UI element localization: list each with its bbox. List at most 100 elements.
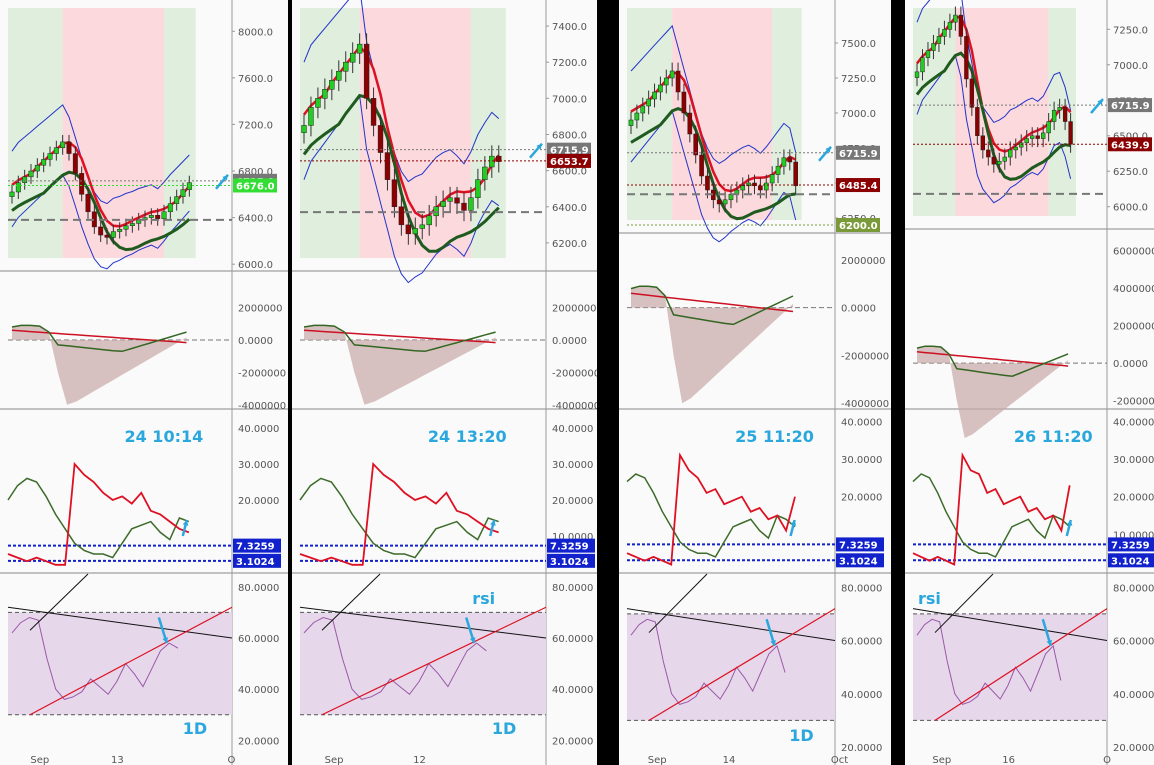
price-badge-label: 6200.0	[839, 221, 878, 232]
candle-body	[1046, 121, 1051, 134]
candle-body	[454, 197, 460, 204]
x-tick-label: Sep	[648, 755, 667, 765]
candle-body	[15, 182, 21, 193]
price-tick-label: 7500.0	[841, 39, 876, 50]
adx-badge	[836, 537, 884, 552]
timestamp-annotation: 26 11:20	[1014, 427, 1093, 446]
adx-tick-label: 30.0000	[238, 460, 279, 471]
rsi-tick-label: 40.0000	[841, 690, 882, 701]
adx-badge-label: 7.3259	[839, 540, 878, 551]
price-tick-label: 8000.0	[238, 27, 273, 38]
rsi-tick-label: 80.0000	[841, 583, 882, 594]
candle-body	[440, 201, 446, 208]
price-badge	[836, 218, 880, 232]
candle-body	[1013, 146, 1018, 151]
candle-body	[167, 203, 173, 213]
candle-body	[646, 98, 651, 107]
candle-body	[370, 98, 377, 126]
rsi-tick-label: 60.0000	[552, 634, 593, 645]
rsi-support-trendline	[934, 608, 1108, 721]
rsi-tick-label: 20.0000	[552, 736, 593, 747]
candle-body	[728, 193, 734, 201]
rsi-resistance-trendline	[626, 608, 836, 642]
chart-svg: 6000.06250.06500.06750.07000.07250.06715…	[905, 0, 1154, 765]
candle-body	[180, 189, 186, 197]
candle-body	[363, 43, 370, 99]
macd-tick-label: -4000000	[841, 399, 889, 410]
x-tick-label: Sep	[325, 755, 344, 765]
timeframe-label: 1D	[183, 719, 207, 738]
price-badge-label: 6653.7	[550, 157, 589, 168]
price-badge	[1108, 98, 1152, 113]
candle-body	[628, 119, 634, 126]
candle-body	[716, 199, 722, 205]
candle-body	[1008, 149, 1013, 158]
candle-body	[22, 176, 28, 183]
price-tick-label: 7600.0	[238, 74, 273, 85]
candle-body	[447, 197, 453, 202]
envelope-line	[630, 109, 797, 243]
candle-body	[958, 14, 964, 37]
chart-panel-2: 6200.0 6400.0 6600.0 6800.0 7000.0 7200.0 7400…	[292, 0, 597, 765]
rsi-label: rsi	[918, 589, 941, 608]
candle-body	[117, 228, 123, 232]
rsi-old-trendline	[934, 573, 994, 633]
macd-tick-label: 2000000	[552, 304, 597, 315]
candle-body	[79, 173, 85, 195]
candle-body	[705, 175, 710, 191]
annotation-arrowhead	[490, 520, 496, 526]
candle-body	[322, 89, 328, 99]
adx-tick-label: 30.0000	[552, 460, 593, 471]
price-tick-label: 6000.0	[1113, 203, 1148, 214]
macd-tick-label: -4000000	[552, 401, 597, 412]
rsi-resistance-trendline	[912, 608, 1108, 642]
macd-line	[916, 345, 1069, 377]
adx-tick-label: 20.0000	[238, 496, 279, 507]
price-badge-label: 6676.0	[236, 181, 275, 192]
candle-body	[758, 185, 763, 191]
macd-tick-label: 0.0000	[1113, 359, 1148, 370]
price-tick-label: 6800.0	[552, 130, 587, 141]
rsi-tick-label: 20.0000	[1113, 743, 1154, 754]
chart-svg: 6200.0 6400.0 6600.0 6800.0 7000.0 7200.0 7400…	[292, 0, 597, 765]
di-plus-line	[912, 452, 1071, 566]
adx-badge-label: 3.1024	[236, 557, 275, 568]
candle-body	[110, 231, 116, 238]
candle-body	[975, 107, 980, 136]
candle-body	[41, 159, 47, 166]
adx-tick-label: 20.0000	[552, 496, 593, 507]
candle-body	[148, 215, 154, 218]
candle-body	[1040, 132, 1046, 139]
adx-badge-label: 7.3259	[550, 542, 589, 553]
di-minus-line	[626, 473, 796, 558]
candle-body	[914, 71, 920, 78]
candle-body	[1057, 107, 1062, 111]
price-tick-label: 6500.0	[1113, 132, 1148, 143]
rsi-line	[916, 618, 1062, 705]
bull-zone-recent	[772, 8, 802, 220]
bear-zone	[62, 8, 165, 258]
price-tick-label: 7250.0	[1113, 25, 1148, 36]
candle-body	[174, 196, 180, 204]
candle-body	[356, 43, 363, 54]
annotation-arrowhead	[1066, 520, 1073, 526]
rsi-old-trendline	[29, 573, 89, 631]
adx-badge-label: 3.1024	[839, 556, 878, 567]
adx-badge	[233, 538, 281, 553]
x-tick-label: Sep	[30, 755, 49, 765]
candle-body	[60, 141, 66, 148]
candle-body	[687, 112, 693, 135]
envelope-line	[916, 0, 1072, 124]
macd-tick-label: -2000000	[1113, 397, 1154, 408]
di-minus-line	[299, 477, 499, 559]
candle-body	[329, 80, 335, 90]
candle-body	[72, 153, 78, 174]
timestamp-annotation: 25 11:20	[735, 427, 814, 446]
macd-tick-label: 2000000	[841, 256, 886, 267]
candle-body	[634, 112, 640, 121]
adx-badge	[547, 538, 595, 553]
rsi-tick-label: 20.0000	[238, 736, 279, 747]
candle-body	[763, 182, 769, 191]
timestamp-annotation: 24 13:20	[428, 427, 507, 446]
adx-badge-label: 3.1024	[550, 557, 589, 568]
